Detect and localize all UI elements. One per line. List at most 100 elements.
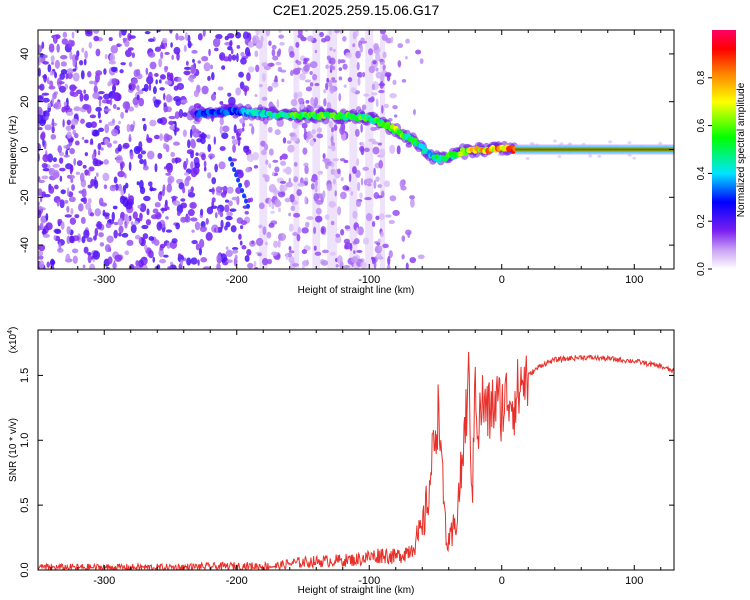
noise-speckle [56,200,60,207]
noise-speckle [59,167,66,172]
noise-speckle [156,221,163,231]
noise-speckle [148,38,155,43]
noise-speckle [222,125,230,133]
noise-speckle [79,92,84,102]
noise-speckle [368,65,376,74]
noise-speckle [127,32,132,41]
noise-speckle [106,235,114,243]
noise-speckle [73,132,79,139]
noise-speckle [154,202,161,208]
noise-speckle [373,167,376,176]
noise-speckle [74,140,80,146]
noise-speckle [171,157,176,164]
noise-speckle [96,172,99,177]
noise-speckle [405,262,409,269]
noise-speckle [417,254,425,260]
noise-speckle [235,31,242,39]
noise-speckle [104,123,110,134]
noise-speckle [338,67,343,72]
noise-speckle [267,258,273,265]
noise-speckle [326,183,333,192]
noise-speckle [272,55,279,61]
noise-speckle [219,100,224,105]
noise-speckle [288,246,292,251]
noise-speckle [139,212,143,222]
noise-speckle [67,39,73,48]
noise-speckle [245,167,251,173]
noise-speckle [301,264,305,269]
noise-speckle [210,93,217,101]
noise-speckle [608,140,613,144]
noise-speckle [215,225,219,234]
noise-speckle [100,147,104,151]
noise-speckle [41,175,49,180]
noise-speckle [231,196,239,201]
noise-speckle [167,266,173,269]
noise-speckle [42,97,50,103]
noise-speckle [190,217,198,222]
noise-speckle [59,72,66,80]
noise-speckle [51,125,55,134]
noise-speckle [45,222,53,231]
noise-speckle [331,77,336,81]
noise-speckle [90,138,94,145]
noise-speckle [329,47,333,51]
noise-speckle [164,65,168,73]
noise-speckle [134,234,141,240]
spectrogram-x-label: Height of straight line (km) [298,285,415,296]
noise-speckle [247,51,251,57]
noise-speckle [342,63,348,70]
noise-speckle [226,211,233,217]
noise-speckle [164,51,170,55]
noise-speckle [247,262,254,269]
noise-speckle [84,50,88,60]
noise-speckle [313,245,317,251]
noise-speckle [95,70,103,76]
noise-speckle [226,259,233,263]
noise-speckle [108,60,117,65]
noise-speckle [376,195,383,199]
x-tick-label: -200 [226,575,248,587]
noise-speckle [163,254,169,258]
noise-speckle [148,236,155,241]
noise-speckle [254,93,258,97]
noise-speckle [309,70,313,76]
noise-speckle [356,181,361,192]
noise-speckle [90,178,96,187]
noise-speckle [128,84,133,90]
noise-speckle [68,138,74,143]
noise-speckle [145,67,149,76]
noise-speckle [187,209,195,217]
noise-streak [349,30,358,269]
noise-speckle [380,231,384,238]
noise-speckle [249,123,253,127]
noise-speckle [193,89,199,98]
noise-speckle [227,92,232,97]
noise-speckle [360,72,364,77]
noise-speckle [58,85,67,93]
noise-speckle [304,195,308,205]
noise-speckle [38,152,41,162]
noise-speckle [379,30,387,35]
noise-speckle [313,226,317,235]
noise-speckle [73,106,81,112]
noise-speckle [87,71,92,78]
noise-speckle [177,76,182,83]
noise-speckle [378,89,385,94]
noise-speckle [128,195,135,203]
noise-speckle [102,93,111,100]
noise-speckle [124,182,129,189]
noise-speckle [76,160,83,167]
noise-speckle [135,68,141,77]
noise-speckle [385,214,392,218]
noise-speckle [227,45,233,51]
y-tick-label: 0.0 [19,562,31,577]
noise-speckle [83,229,90,239]
noise-speckle [381,104,384,114]
noise-speckle [68,196,76,203]
noise-speckle [273,79,278,83]
noise-speckle [178,108,184,119]
noise-speckle [64,214,72,218]
noise-speckle [330,136,334,144]
noise-speckle [306,132,310,137]
